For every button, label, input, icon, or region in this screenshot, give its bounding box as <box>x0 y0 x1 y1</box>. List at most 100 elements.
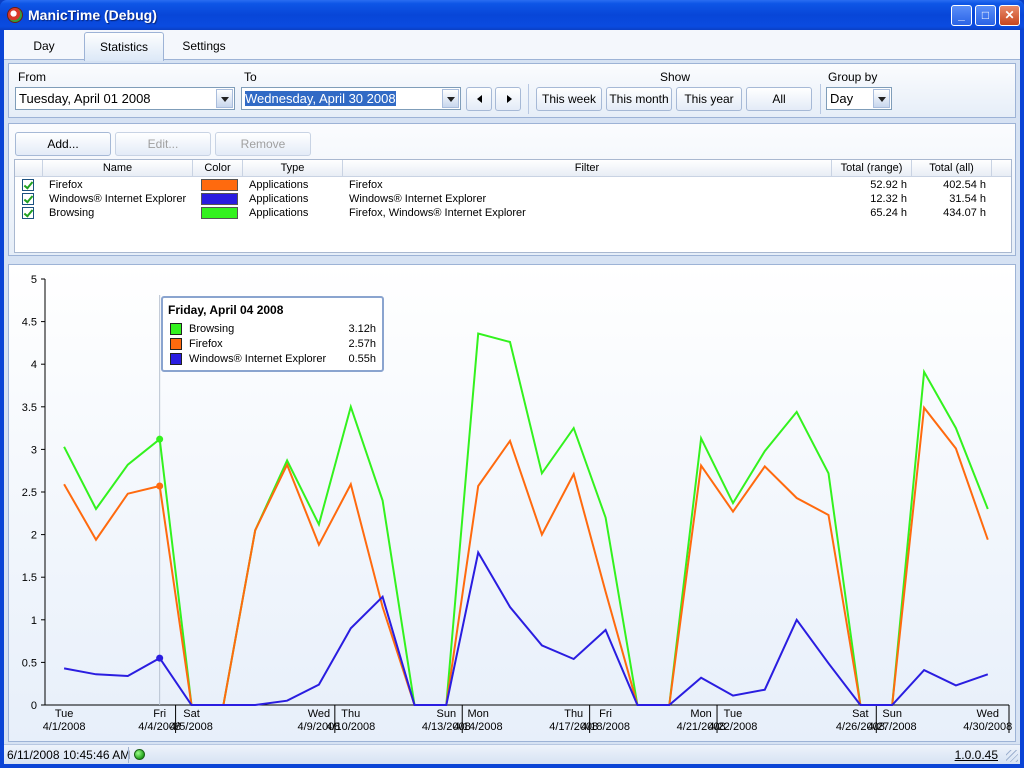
this-month-button[interactable]: This month <box>606 87 672 111</box>
tab-day[interactable]: Day <box>33 39 55 53</box>
table-row[interactable]: Windows® Internet Explorer Applications … <box>15 192 1011 206</box>
tooltip-swatch <box>170 353 182 365</box>
divider <box>528 84 529 114</box>
tooltip-series-value: 3.12h <box>348 323 376 335</box>
tooltip-series-name: Firefox <box>189 338 223 350</box>
manictime-logo-icon <box>7 7 23 23</box>
row-color-swatch[interactable] <box>201 179 238 191</box>
series-line <box>63 405 989 706</box>
to-label: To <box>244 70 257 84</box>
x-tick-day-label: Thu <box>564 708 583 720</box>
tooltip-series-value: 2.57h <box>348 338 376 350</box>
x-tick-date-label: 4/14/2008 <box>454 721 503 733</box>
x-tick-day-label: Mon <box>690 708 711 720</box>
row-total-range: 65.24 h <box>870 207 907 219</box>
header-color[interactable]: Color <box>193 160 243 177</box>
header-filter[interactable]: Filter <box>343 160 832 177</box>
y-tick-label: 1 <box>31 615 37 627</box>
tab-statistics[interactable]: Statistics <box>84 32 164 61</box>
x-tick-day-label: Sat <box>852 708 869 720</box>
y-tick-label: 0.5 <box>22 657 37 669</box>
row-total-range: 52.92 h <box>870 179 907 191</box>
row-total-range: 12.32 h <box>870 193 907 205</box>
y-tick-label: 2 <box>31 530 37 542</box>
chevron-down-icon[interactable] <box>216 89 233 108</box>
version-link[interactable]: 1.0.0.45 <box>954 748 998 762</box>
row-checkbox[interactable] <box>22 207 34 219</box>
row-total-all: 31.54 h <box>949 193 986 205</box>
edit-group-button[interactable]: Edit... <box>115 132 211 156</box>
header-total-all[interactable]: Total (all) <box>912 160 992 177</box>
row-color-swatch[interactable] <box>201 207 238 219</box>
x-tick-date-label: 4/4/2008 <box>138 721 181 733</box>
x-tick-day-label: Sun <box>437 708 457 720</box>
x-tick-day-label: Fri <box>599 708 612 720</box>
chevron-down-icon[interactable] <box>442 89 459 108</box>
x-tick-date-label: 4/10/2008 <box>326 721 375 733</box>
header-checkbox <box>15 160 43 177</box>
x-tick-day-label: Fri <box>153 708 166 720</box>
row-color-swatch[interactable] <box>201 193 238 205</box>
series-line <box>63 549 989 706</box>
y-tick-label: 4 <box>31 359 37 371</box>
row-checkbox[interactable] <box>22 193 34 205</box>
row-filter: Firefox <box>349 179 383 191</box>
close-button[interactable]: ✕ <box>999 5 1020 26</box>
x-tick-date-label: 4/27/2008 <box>868 721 917 733</box>
x-tick-day-label: Sat <box>183 708 200 720</box>
row-name: Browsing <box>49 207 95 219</box>
resize-grip-icon[interactable] <box>1006 750 1018 762</box>
x-tick-date-label: 4/22/2008 <box>708 721 757 733</box>
tooltip-row: Firefox 2.57h <box>168 337 378 351</box>
x-tick-date-label: 4/30/2008 <box>963 721 1012 733</box>
row-total-all: 434.07 h <box>943 207 986 219</box>
all-button[interactable]: All <box>746 87 812 111</box>
group-by-label: Group by <box>828 70 878 84</box>
header-total-range[interactable]: Total (range) <box>832 160 912 177</box>
from-date-picker[interactable]: Tuesday, April 01 2008 <box>15 87 235 110</box>
divider <box>820 84 821 114</box>
groups-panel: Add... Edit... Remove Name Color Type Fi… <box>8 123 1016 256</box>
series-line <box>63 332 989 706</box>
x-tick-day-label: Wed <box>308 708 330 720</box>
next-range-button[interactable] <box>495 87 521 111</box>
tooltip-series-value: 0.55h <box>348 353 376 365</box>
this-week-button[interactable]: This week <box>536 87 602 111</box>
this-year-button[interactable]: This year <box>676 87 742 111</box>
table-row[interactable]: Browsing Applications Firefox, Windows® … <box>15 206 1011 220</box>
group-by-value: Day <box>830 91 854 106</box>
x-tick-date-label: 4/17/2008 <box>549 721 598 733</box>
minimize-button[interactable]: _ <box>951 5 972 26</box>
x-tick-date-label: 4/21/2008 <box>677 721 726 733</box>
tab-settings[interactable]: Settings <box>182 39 226 53</box>
tooltip-swatch <box>170 338 182 350</box>
to-date-picker[interactable]: Wednesday, April 30 2008 <box>241 87 461 110</box>
from-label: From <box>18 70 46 84</box>
row-name: Firefox <box>49 179 83 191</box>
header-name[interactable]: Name <box>43 160 193 177</box>
tab-strip: Day Statistics Settings <box>4 30 1020 61</box>
chevron-down-icon[interactable] <box>873 89 890 108</box>
maximize-button[interactable]: □ <box>975 5 996 26</box>
x-tick-date-label: 4/5/2008 <box>170 721 213 733</box>
usage-line-chart[interactable]: 00.511.522.533.544.55Tue4/1/2008Fri4/4/2… <box>9 265 1015 741</box>
title-bar[interactable]: ManicTime (Debug) _ □ ✕ <box>0 0 1024 30</box>
row-filter: Firefox, Windows® Internet Explorer <box>349 207 526 219</box>
tooltip-series-name: Browsing <box>189 323 235 335</box>
tooltip-series-name: Windows® Internet Explorer <box>189 353 327 365</box>
row-type: Applications <box>249 207 309 219</box>
row-checkbox[interactable] <box>22 179 34 191</box>
previous-range-button[interactable] <box>466 87 492 111</box>
client-area: Day Statistics Settings From Tuesday, Ap… <box>4 30 1020 764</box>
group-by-select[interactable]: Day <box>826 87 892 110</box>
add-group-button[interactable]: Add... <box>15 132 111 156</box>
remove-group-button[interactable]: Remove <box>215 132 311 156</box>
show-label: Show <box>660 70 691 84</box>
x-tick-date-label: 4/13/2008 <box>422 721 471 733</box>
x-tick-date-label: 4/1/2008 <box>43 721 86 733</box>
header-type[interactable]: Type <box>243 160 343 177</box>
row-type: Applications <box>249 179 309 191</box>
grid-header: Name Color Type Filter Total (range) Tot… <box>15 160 1011 177</box>
table-row[interactable]: Firefox Applications Firefox 52.92 h 402… <box>15 178 1011 192</box>
